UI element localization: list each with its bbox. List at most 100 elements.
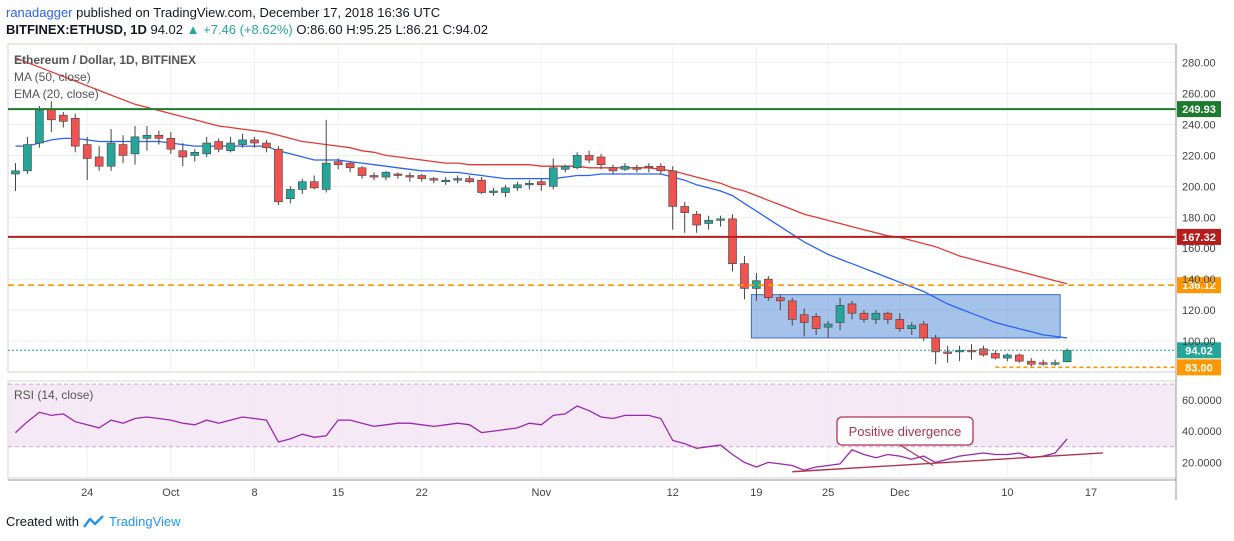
candle [620,163,630,171]
candle [297,178,307,195]
ma-legend: MA (50, close) [14,70,91,84]
candle-body [536,181,546,186]
candle [274,146,283,205]
candle [931,334,940,365]
tradingview-brand[interactable]: TradingView [108,514,181,529]
candle-body [166,138,176,150]
candle-body [704,220,713,224]
candle-body [47,108,56,121]
candle [728,214,737,272]
candle-body [859,312,869,320]
candle-body [429,178,439,181]
candle [47,101,56,133]
candle [1014,353,1024,363]
candle-body [381,172,391,178]
candle [321,119,331,193]
candle [596,153,606,170]
candle-body [919,323,929,339]
candle [644,163,654,173]
rsi-layer [15,405,1103,473]
candle [441,177,451,185]
y-tick-label: 100.00 [1182,336,1216,348]
candle [477,177,486,195]
candle-body [142,134,152,139]
candle-body [632,167,642,170]
candle [871,310,881,325]
candle [560,164,570,173]
candle-body [82,144,92,159]
annotation-box [836,416,974,446]
y-tick-label: 140.00 [1182,274,1216,286]
candle [835,297,845,331]
candle-body [979,348,988,356]
level-label: 249.93 [1182,104,1216,116]
publish-info: published on TradingView.com, December 1… [76,5,441,20]
candle [632,164,642,173]
candle-body [883,312,893,320]
candle-body [274,148,283,203]
candle [787,297,797,326]
candle [919,320,929,342]
candle-body [297,181,307,190]
candle-body [799,314,809,323]
candle-body [23,144,32,172]
footer: Created with TradingView [6,514,181,529]
candle [345,161,355,173]
candle-body [94,156,104,167]
candle [1062,348,1072,363]
x-tick-label: 12 [667,487,679,499]
candle-body [823,323,833,328]
candle [680,201,690,233]
candle [704,215,713,230]
divergence-annotation: Positive divergence [836,416,974,446]
candle-body [811,316,821,329]
author-link[interactable]: ranadagger [6,5,73,20]
x-tick-label: 22 [416,487,428,499]
candle-body [70,117,80,147]
candle-body [286,189,295,200]
candle [357,166,367,179]
candle-body [345,162,355,169]
candle [178,143,188,167]
level-badge [1177,277,1221,294]
candle-body [214,141,223,150]
candle-body [250,139,259,144]
candle [190,149,200,162]
candle [895,313,905,332]
candle [823,320,833,338]
candle [907,322,917,335]
candle-body [178,150,188,158]
candle [214,138,223,153]
candle [23,136,32,174]
candle-body [548,167,558,187]
candle [955,345,964,362]
candle [979,345,988,357]
candle [429,177,439,184]
y-tick-label: 120.00 [1182,305,1216,317]
candle [584,150,594,164]
candles[interactable] [11,101,1072,368]
candle-body [644,165,654,169]
candle [548,158,558,190]
candle [740,255,749,300]
level-label: 83.00 [1185,362,1213,374]
candle [692,211,701,233]
x-tick-label: Nov [532,487,552,499]
consolidation-range-box [750,294,1061,339]
publish-line: ranadagger published on TradingView.com,… [6,4,488,21]
ohlc-low: L:86.21 [395,22,439,37]
candle [250,136,259,148]
level-label: 167.32 [1182,232,1216,244]
candle [799,308,809,337]
candle [465,175,474,184]
candle [668,166,678,230]
rsi-overbought-oversold-band [8,384,1176,447]
candle [82,136,92,181]
candle-body [668,170,678,207]
candle-body [35,110,44,144]
candle-body [130,136,140,155]
candle-body [728,218,737,264]
candle-body [764,278,773,299]
rsi-divergence-trendline [792,452,1103,473]
